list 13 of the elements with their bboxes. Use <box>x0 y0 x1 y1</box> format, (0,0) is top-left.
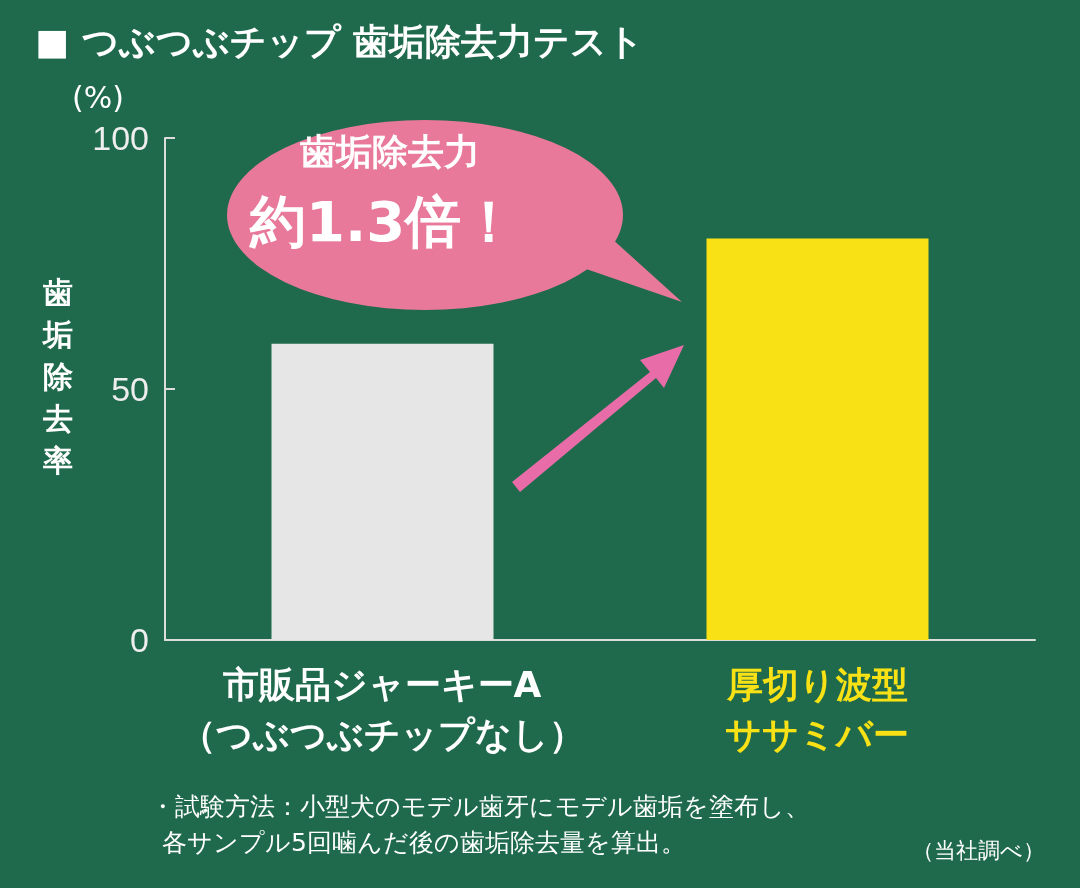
text: （当社調べ） <box>912 837 1045 865</box>
annotation: 約1.3倍！ <box>250 188 518 256</box>
text: 各サンプル5回噛んだ後の歯垢除去量を算出。 <box>162 827 686 859</box>
chart-title: ■ つぶつぶチップ 歯垢除去力テスト <box>35 20 645 62</box>
y-tick-label: 0 <box>130 621 149 659</box>
annotation: 歯垢除去力 <box>300 130 480 174</box>
y-axis-title: 歯垢除去率 <box>42 274 74 480</box>
x-tick-label: 市販品ジャーキーA（つぶつぶチップなし） <box>178 663 586 757</box>
text: (%) <box>72 80 124 115</box>
x-tick-label: 厚切り波型ササミバー <box>724 663 910 757</box>
y-tick-label: 50 <box>111 370 149 408</box>
y-tick-label: 100 <box>92 119 149 157</box>
text: ・試験方法：小型犬のモデル歯牙にモデル歯垢を塗布し、 <box>150 791 810 823</box>
